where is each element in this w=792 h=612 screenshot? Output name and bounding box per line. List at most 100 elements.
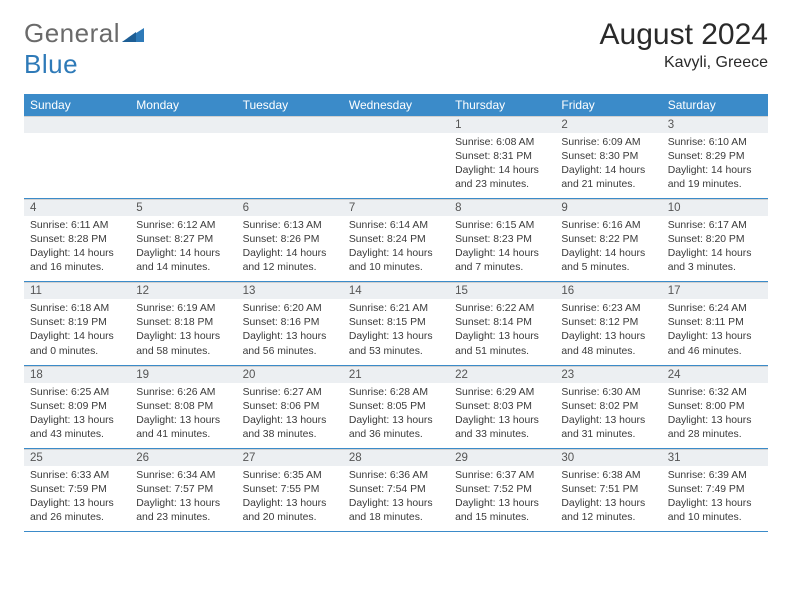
day-number-cell: 29 — [449, 449, 555, 466]
sunrise-text: Sunrise: 6:28 AM — [349, 386, 443, 400]
sunset-text: Sunset: 8:12 PM — [561, 316, 655, 330]
day2-text: and 46 minutes. — [668, 345, 762, 359]
calendar-table: SundayMondayTuesdayWednesdayThursdayFrid… — [24, 94, 768, 532]
day-number-cell: 1 — [449, 117, 555, 134]
day1-text: Daylight: 13 hours — [561, 330, 655, 344]
day-content-cell: Sunrise: 6:25 AMSunset: 8:09 PMDaylight:… — [24, 383, 130, 449]
day-number-cell: 20 — [237, 366, 343, 383]
weekday-header: Thursday — [449, 94, 555, 117]
sunrise-text: Sunrise: 6:09 AM — [561, 136, 655, 150]
sunset-text: Sunset: 8:08 PM — [136, 400, 230, 414]
day-number-cell: 21 — [343, 366, 449, 383]
day-content-cell: Sunrise: 6:37 AMSunset: 7:52 PMDaylight:… — [449, 466, 555, 532]
weekday-header: Sunday — [24, 94, 130, 117]
sunrise-text: Sunrise: 6:23 AM — [561, 302, 655, 316]
sunset-text: Sunset: 8:14 PM — [455, 316, 549, 330]
day2-text: and 51 minutes. — [455, 345, 549, 359]
day-content-cell: Sunrise: 6:29 AMSunset: 8:03 PMDaylight:… — [449, 383, 555, 449]
sunset-text: Sunset: 8:18 PM — [136, 316, 230, 330]
sunrise-text: Sunrise: 6:12 AM — [136, 219, 230, 233]
sunset-text: Sunset: 7:59 PM — [30, 483, 124, 497]
day-content-cell: Sunrise: 6:27 AMSunset: 8:06 PMDaylight:… — [237, 383, 343, 449]
day1-text: Daylight: 14 hours — [455, 247, 549, 261]
day1-text: Daylight: 13 hours — [243, 497, 337, 511]
sunrise-text: Sunrise: 6:17 AM — [668, 219, 762, 233]
day-content-cell: Sunrise: 6:36 AMSunset: 7:54 PMDaylight:… — [343, 466, 449, 532]
day2-text: and 5 minutes. — [561, 261, 655, 275]
sunset-text: Sunset: 7:52 PM — [455, 483, 549, 497]
day-content-row: Sunrise: 6:33 AMSunset: 7:59 PMDaylight:… — [24, 466, 768, 532]
sunrise-text: Sunrise: 6:16 AM — [561, 219, 655, 233]
day-number-cell: 25 — [24, 449, 130, 466]
day-number-cell: 4 — [24, 200, 130, 217]
day2-text: and 23 minutes. — [136, 511, 230, 525]
day-content-cell: Sunrise: 6:35 AMSunset: 7:55 PMDaylight:… — [237, 466, 343, 532]
sunrise-text: Sunrise: 6:25 AM — [30, 386, 124, 400]
weekday-header: Saturday — [662, 94, 768, 117]
day-content-cell: Sunrise: 6:17 AMSunset: 8:20 PMDaylight:… — [662, 216, 768, 282]
day-number-cell: 18 — [24, 366, 130, 383]
day-content-cell: Sunrise: 6:15 AMSunset: 8:23 PMDaylight:… — [449, 216, 555, 282]
day-number-cell: 3 — [662, 117, 768, 134]
day-content-cell: Sunrise: 6:22 AMSunset: 8:14 PMDaylight:… — [449, 299, 555, 365]
day2-text: and 0 minutes. — [30, 345, 124, 359]
sunrise-text: Sunrise: 6:30 AM — [561, 386, 655, 400]
day2-text: and 33 minutes. — [455, 428, 549, 442]
day-number-cell: 24 — [662, 366, 768, 383]
day-number-cell: 15 — [449, 283, 555, 300]
day-content-row: Sunrise: 6:11 AMSunset: 8:28 PMDaylight:… — [24, 216, 768, 282]
sunset-text: Sunset: 8:31 PM — [455, 150, 549, 164]
day1-text: Daylight: 13 hours — [668, 497, 762, 511]
sunrise-text: Sunrise: 6:19 AM — [136, 302, 230, 316]
day-number-cell: 23 — [555, 366, 661, 383]
day-number-cell — [24, 117, 130, 134]
day-number-cell: 9 — [555, 200, 661, 217]
day1-text: Daylight: 13 hours — [455, 330, 549, 344]
day2-text: and 53 minutes. — [349, 345, 443, 359]
sunrise-text: Sunrise: 6:15 AM — [455, 219, 549, 233]
day-number-cell: 19 — [130, 366, 236, 383]
day-content-cell: Sunrise: 6:09 AMSunset: 8:30 PMDaylight:… — [555, 133, 661, 199]
day2-text: and 3 minutes. — [668, 261, 762, 275]
sunset-text: Sunset: 8:22 PM — [561, 233, 655, 247]
day-content-cell: Sunrise: 6:13 AMSunset: 8:26 PMDaylight:… — [237, 216, 343, 282]
sunset-text: Sunset: 8:05 PM — [349, 400, 443, 414]
weekday-header: Tuesday — [237, 94, 343, 117]
day-number-cell: 13 — [237, 283, 343, 300]
day2-text: and 12 minutes. — [561, 511, 655, 525]
sunrise-text: Sunrise: 6:32 AM — [668, 386, 762, 400]
day2-text: and 19 minutes. — [668, 178, 762, 192]
day2-text: and 43 minutes. — [30, 428, 124, 442]
day2-text: and 10 minutes. — [668, 511, 762, 525]
sunset-text: Sunset: 8:02 PM — [561, 400, 655, 414]
sunrise-text: Sunrise: 6:20 AM — [243, 302, 337, 316]
day2-text: and 14 minutes. — [136, 261, 230, 275]
sunrise-text: Sunrise: 6:26 AM — [136, 386, 230, 400]
day1-text: Daylight: 13 hours — [668, 330, 762, 344]
header: General Blue August 2024 Kavyli, Greece — [24, 18, 768, 80]
sunset-text: Sunset: 8:15 PM — [349, 316, 443, 330]
day-content-cell: Sunrise: 6:16 AMSunset: 8:22 PMDaylight:… — [555, 216, 661, 282]
day1-text: Daylight: 13 hours — [455, 414, 549, 428]
day-content-cell: Sunrise: 6:18 AMSunset: 8:19 PMDaylight:… — [24, 299, 130, 365]
sunrise-text: Sunrise: 6:18 AM — [30, 302, 124, 316]
day1-text: Daylight: 13 hours — [136, 497, 230, 511]
month-title: August 2024 — [600, 18, 768, 52]
day-number-cell: 11 — [24, 283, 130, 300]
sunset-text: Sunset: 8:23 PM — [455, 233, 549, 247]
day-number-cell: 17 — [662, 283, 768, 300]
sunset-text: Sunset: 8:29 PM — [668, 150, 762, 164]
day-content-cell: Sunrise: 6:21 AMSunset: 8:15 PMDaylight:… — [343, 299, 449, 365]
sunset-text: Sunset: 8:19 PM — [30, 316, 124, 330]
day1-text: Daylight: 13 hours — [561, 497, 655, 511]
day1-text: Daylight: 13 hours — [349, 497, 443, 511]
sunset-text: Sunset: 8:16 PM — [243, 316, 337, 330]
day2-text: and 48 minutes. — [561, 345, 655, 359]
week-separator — [24, 531, 768, 532]
day-content-cell: Sunrise: 6:32 AMSunset: 8:00 PMDaylight:… — [662, 383, 768, 449]
day-content-cell — [130, 133, 236, 199]
sunrise-text: Sunrise: 6:22 AM — [455, 302, 549, 316]
day2-text: and 12 minutes. — [243, 261, 337, 275]
day-number-cell — [237, 117, 343, 134]
day-content-cell — [237, 133, 343, 199]
